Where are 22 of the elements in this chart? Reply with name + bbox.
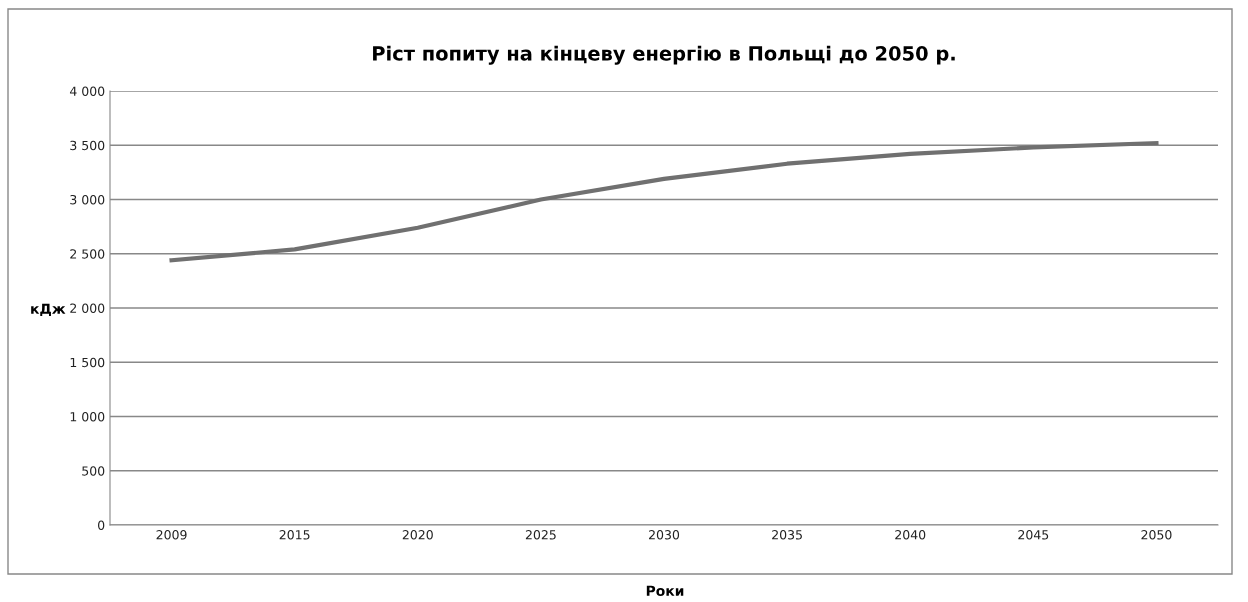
y-tick-label: 1 500 [70,357,105,368]
y-axis-title: кДж [31,303,66,317]
y-tick-label: 500 [82,466,105,476]
y-tick-label: 3 000 [70,194,105,205]
y-tick-label: 2 500 [70,249,105,259]
x-tick-label: 2035 [772,530,802,540]
x-tick-label: 2045 [1018,530,1049,540]
y-tick-label: 4 000 [69,86,105,96]
x-tick-label: 2040 [895,530,926,540]
y-tick-label: 0 [98,520,105,530]
x-tick-label: 2050 [1141,530,1172,540]
y-tick-label: 3 500 [70,140,105,151]
x-tick-label: 2009 [156,530,187,540]
x-axis-title: Роки [646,585,684,597]
y-tick-label: 1 000 [70,411,105,422]
x-tick-label: 2030 [649,530,680,540]
line-series [169,140,1159,263]
y-tick-label: 2 000 [70,303,105,313]
chart-title: Ріст попиту на кінцеву енергію в Польщі до 2050 р. [373,45,955,65]
x-tick-label: 2020 [402,530,433,540]
x-tick-label: 2015 [279,530,310,540]
x-tick-label: 2025 [525,530,556,540]
